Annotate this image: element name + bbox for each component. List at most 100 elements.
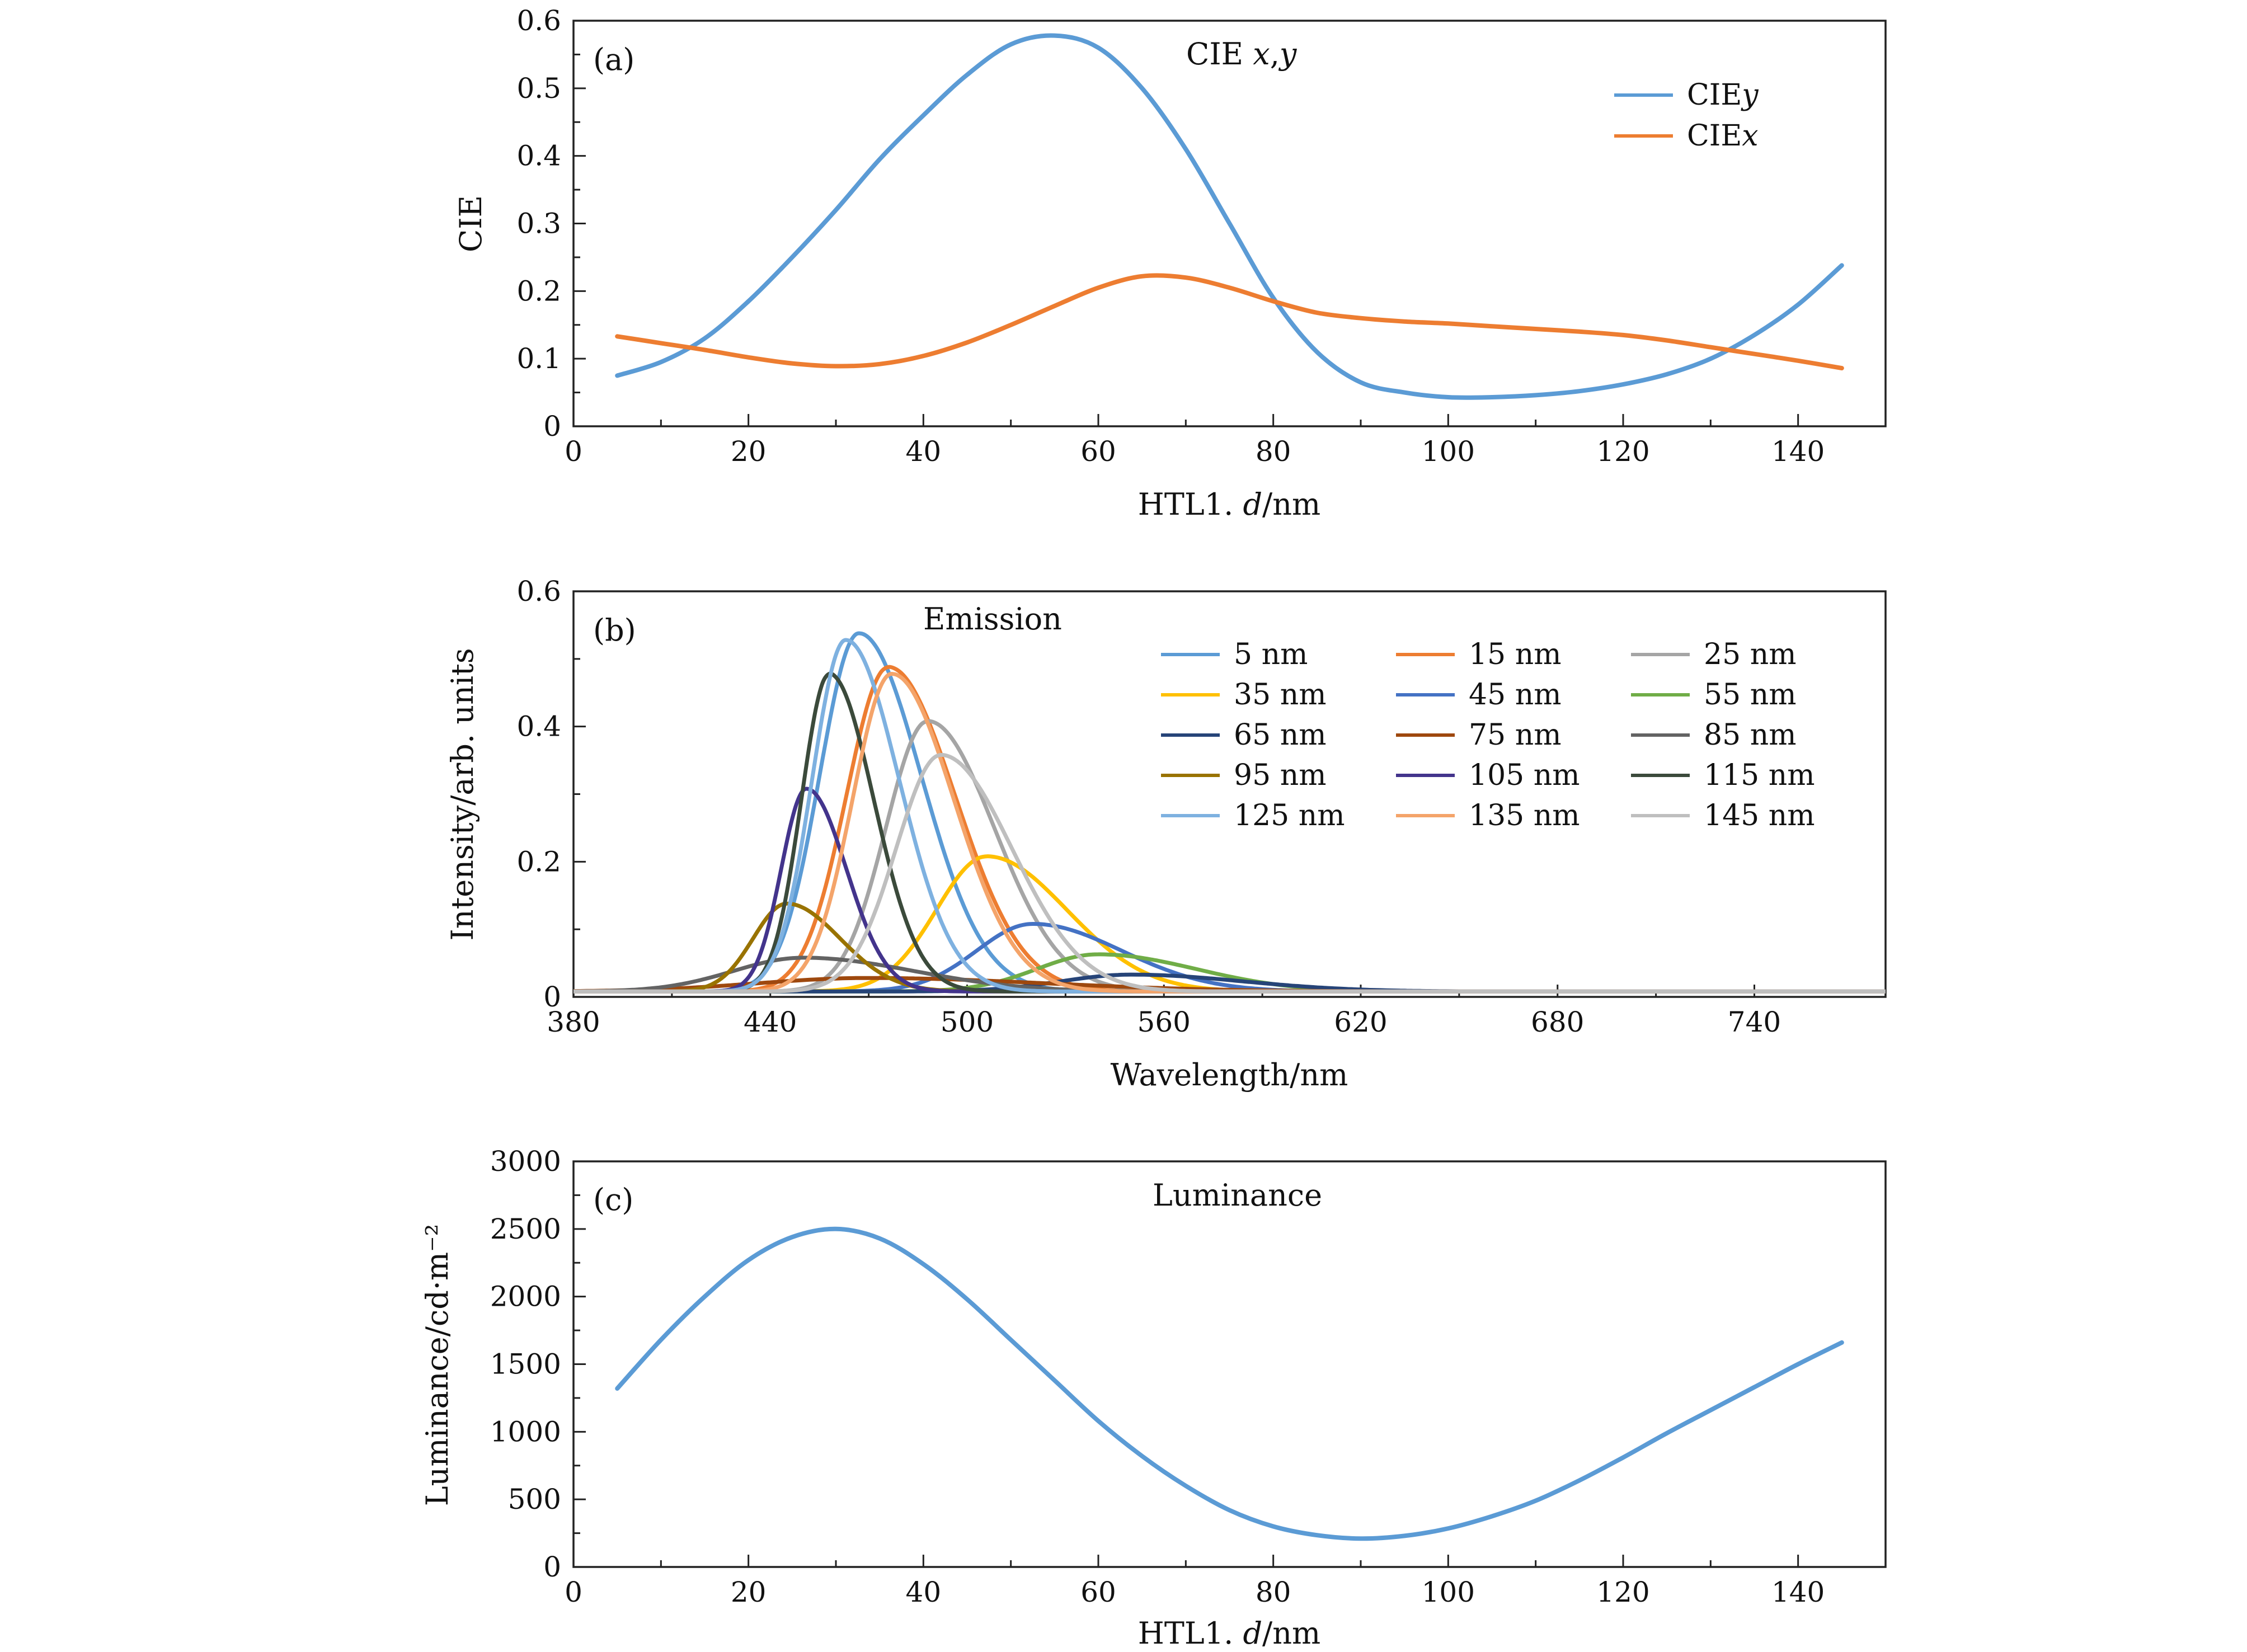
emission-x-axis-label: Wavelength/nm (1111, 1057, 1348, 1093)
cie-y-tick-label: 0.5 (516, 72, 561, 105)
cie-y-tick-label: 0.2 (516, 275, 561, 307)
luminance-chart-title: Luminance (1153, 1178, 1322, 1213)
luminance-y-tick-label: 1000 (490, 1415, 561, 1448)
legend-ciey-cie: CIE (1687, 78, 1742, 112)
emission-legend: 5 nm 15 nm 25 nm 35 nm 45 nm 55 nm 65 nm 75 nm 8… (1161, 638, 1815, 832)
cie-x-tick-label: 100 (1422, 435, 1475, 468)
cie-y-tick-label: 0.6 (516, 4, 561, 37)
cie-line-ciex (615, 273, 1844, 371)
luminance-ticks: 0 20 40 60 80 100 120 140 0 500 1000 1500 2000 2500 30… (490, 1145, 1825, 1608)
legend-label-45-nm: 45 nm (1469, 678, 1562, 712)
legend-label-125-nm: 125 nm (1234, 799, 1345, 832)
luminance-y-tick-label: 500 (508, 1483, 561, 1515)
luminance-panel-label: (c) (593, 1182, 633, 1217)
cie-x-axis-label: HTL1. d/nm (1138, 487, 1320, 522)
luminance-x-tick-label: 40 (906, 1576, 942, 1608)
luminance-x-axis-label: HTL1. d/nm (1138, 1616, 1320, 1651)
emission-plot-frame (572, 590, 1887, 998)
luminance-x-tick-label: 140 (1771, 1576, 1825, 1608)
lum-xlabel-d: d (1243, 1616, 1262, 1651)
legend-ciex-x: x (1742, 119, 1758, 153)
cie-chart: (a) CIE x,y HTL1. d/nm CIE 0 20 40 60 80 100 1… (453, 4, 1887, 522)
luminance-x-tick-label: 60 (1080, 1576, 1116, 1608)
emission-line-15-nm (573, 665, 1886, 994)
legend-ciex-cie: CIE (1687, 119, 1742, 153)
cie-y-axis-label: CIE (453, 195, 488, 252)
emission-y-tick-label: 0.6 (516, 575, 561, 608)
emission-line-25-nm (573, 719, 1886, 994)
emission-y-tick-label: 0.4 (516, 710, 561, 743)
cie-x-tick-label: 140 (1771, 435, 1825, 468)
luminance-y-tick-label: 1500 (490, 1348, 561, 1381)
luminance-y-axis-label: Luminance/cd·m⁻² (420, 1224, 455, 1507)
cie-xlabel-prefix: HTL1. (1138, 487, 1243, 522)
emission-x-tick-label: 380 (547, 1006, 600, 1038)
emission-line-145-nm (573, 752, 1886, 994)
cie-panel-label: (a) (593, 42, 634, 77)
cie-x-tick-label: 80 (1256, 435, 1291, 468)
emission-ticks: 380 440 500 560 620 680 740 0 0.2 0.4 0.6 (516, 575, 1781, 1038)
cie-x-tick-label: 120 (1596, 435, 1649, 468)
cie-title-y: y (1278, 36, 1298, 72)
luminance-y-tick-label: 2000 (490, 1281, 561, 1313)
emission-y-axis-label: Intensity/arb. units (445, 648, 480, 940)
legend-ciey-y: y (1741, 78, 1759, 112)
cie-ticks: 0 20 40 60 80 100 120 140 0 0.1 0.2 0.3 0.4 0.5 0.6 (516, 4, 1825, 468)
lum-xlabel-prefix: HTL1. (1138, 1616, 1243, 1651)
luminance-x-tick-label: 100 (1422, 1576, 1475, 1608)
emission-y-tick-label: 0 (543, 981, 561, 1013)
lum-xlabel-unit: /nm (1262, 1616, 1320, 1651)
emission-x-tick-label: 740 (1728, 1006, 1781, 1038)
luminance-x-tick-label: 20 (731, 1576, 767, 1608)
cie-xlabel-unit: /nm (1262, 487, 1320, 522)
emission-panel-label: (b) (593, 613, 636, 648)
legend-label-115-nm: 115 nm (1704, 759, 1815, 792)
emission-chart-title: Emission (923, 601, 1062, 637)
legend-label-15-nm: 15 nm (1469, 638, 1562, 671)
emission-chart: (b) Emission Wavelength/nm Intensity/arb… (445, 575, 1887, 1093)
cie-legend: CIEy CIEx (1614, 78, 1759, 153)
cie-line-ciey (615, 33, 1844, 400)
legend-label-ciex: CIEx (1687, 119, 1759, 153)
luminance-x-tick-label: 0 (565, 1576, 582, 1608)
luminance-plot-frame (572, 1160, 1887, 1568)
cie-x-tick-label: 0 (565, 435, 582, 468)
luminance-y-tick-label: 2500 (490, 1213, 561, 1245)
cie-x-tick-label: 60 (1080, 435, 1116, 468)
legend-label-65-nm: 65 nm (1234, 718, 1327, 752)
luminance-x-tick-label: 80 (1256, 1576, 1291, 1608)
emission-y-tick-label: 0.2 (516, 845, 561, 878)
cie-y-tick-label: 0.3 (516, 208, 561, 240)
legend-label-55-nm: 55 nm (1704, 678, 1797, 712)
cie-y-tick-label: 0.4 (516, 140, 561, 172)
legend-label-95-nm: 95 nm (1234, 759, 1327, 792)
cie-title-comma: , (1270, 36, 1280, 72)
legend-label-5-nm: 5 nm (1234, 638, 1308, 671)
emission-x-tick-label: 560 (1137, 1006, 1191, 1038)
cie-xlabel-d: d (1243, 487, 1262, 522)
legend-label-145-nm: 145 nm (1704, 799, 1815, 832)
emission-x-tick-label: 620 (1334, 1006, 1387, 1038)
luminance-x-tick-label: 120 (1596, 1576, 1649, 1608)
legend-label-35-nm: 35 nm (1234, 678, 1327, 712)
legend-label-85-nm: 85 nm (1704, 718, 1797, 752)
legend-label-105-nm: 105 nm (1469, 759, 1580, 792)
cie-title-x: x (1253, 36, 1270, 72)
cie-x-tick-label: 20 (731, 435, 767, 468)
cie-y-tick-label: 0.1 (516, 342, 561, 375)
cie-title-text: CIE (1186, 36, 1253, 72)
emission-lines (573, 631, 1886, 994)
emission-line-135-nm (573, 671, 1886, 994)
emission-line-5-nm (573, 631, 1886, 994)
luminance-y-tick-label: 3000 (490, 1145, 561, 1178)
emission-x-tick-label: 440 (744, 1006, 797, 1038)
luminance-y-tick-label: 0 (543, 1551, 561, 1583)
legend-label-ciey: CIEy (1687, 78, 1759, 112)
luminance-lines (615, 1226, 1844, 1541)
emission-x-tick-label: 500 (941, 1006, 994, 1038)
emission-x-tick-label: 680 (1531, 1006, 1584, 1038)
cie-lines (615, 33, 1844, 400)
cie-y-tick-label: 0 (543, 410, 561, 443)
luminance-line-series (615, 1226, 1844, 1541)
